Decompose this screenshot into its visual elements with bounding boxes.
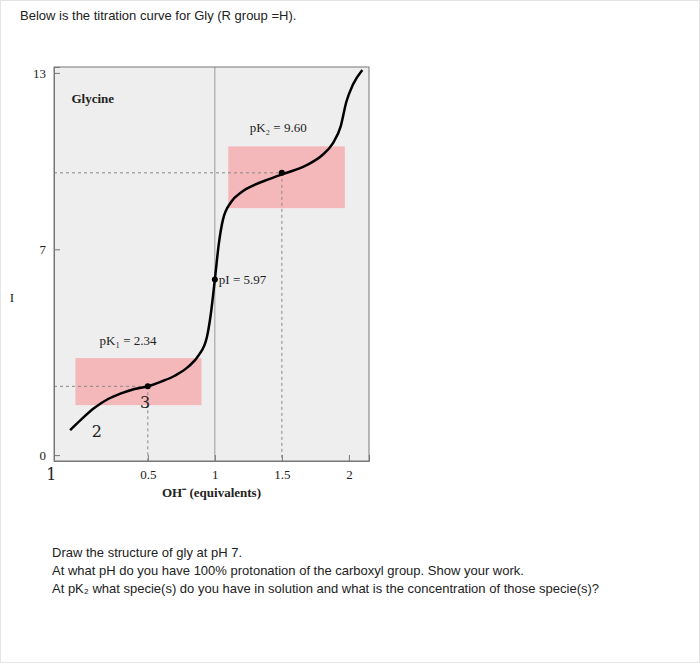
tick-label: 13: [33, 66, 46, 81]
question: Draw the structure of gly at pH 7.: [52, 545, 242, 560]
tick-mark: [54, 73, 60, 74]
guide-horizontal: [54, 172, 282, 173]
plot-frame: [54, 67, 369, 461]
y-axis-label: I: [10, 290, 14, 305]
tick: 2: [346, 455, 353, 482]
tick: 7: [40, 242, 61, 257]
tick-label: 0: [40, 448, 47, 463]
tick-mark: [148, 455, 149, 461]
axis-line: [55, 68, 61, 462]
tick-mark: [54, 249, 60, 250]
tick-mark: [349, 455, 350, 461]
plot-background: [54, 67, 369, 461]
question: At pK₂ what specie(s) do you have in sol…: [52, 581, 599, 596]
point-marker: [212, 277, 218, 283]
tick: 13: [33, 66, 60, 81]
annotation: pK₁ = 2.34: [100, 333, 158, 348]
handwritten-note: 3: [140, 393, 150, 412]
point-marker: [279, 170, 285, 176]
tick: 1.5: [274, 455, 290, 482]
guide-horizontal: [54, 386, 148, 387]
page-border: [1, 1, 700, 663]
title: Below is the titration curve for Gly (R …: [20, 8, 296, 23]
divider-line: [214, 67, 215, 461]
y-axis: 0 7 13: [33, 66, 60, 463]
titration-curve: [70, 70, 362, 430]
tick: 0.5: [140, 455, 156, 482]
tick-label: 2: [346, 467, 353, 482]
annotation: pI = 5.97: [219, 272, 267, 287]
highlight-band: [228, 146, 345, 208]
question: At what pH do you have 100% protonation …: [52, 563, 524, 578]
tick-label: 1.5: [274, 467, 290, 482]
x-axis-label: OH⁻ (equivalents): [162, 485, 261, 500]
tick: 1: [212, 455, 219, 482]
tick-mark: [215, 455, 216, 461]
tick-label: 0.5: [140, 467, 156, 482]
tick-label: 7: [40, 242, 47, 257]
point-marker: [145, 383, 151, 389]
plot-area: [54, 67, 362, 461]
axis-line: [55, 455, 370, 462]
annotation: Glycine: [71, 91, 114, 106]
page: Below is the titration curve for Gly (R …: [0, 0, 700, 663]
guide-vertical: [281, 173, 282, 461]
x-axis: 0.5 1 1.5 2: [55, 455, 370, 482]
handwritten-note: 1: [46, 465, 56, 484]
annotation: pK₂ = 9.60: [250, 120, 307, 135]
tick-label: 1: [212, 467, 219, 482]
tick: 0: [40, 448, 61, 463]
tick-mark: [282, 455, 283, 461]
highlight-band: [75, 358, 201, 405]
handwritten-note: 2: [92, 422, 102, 441]
